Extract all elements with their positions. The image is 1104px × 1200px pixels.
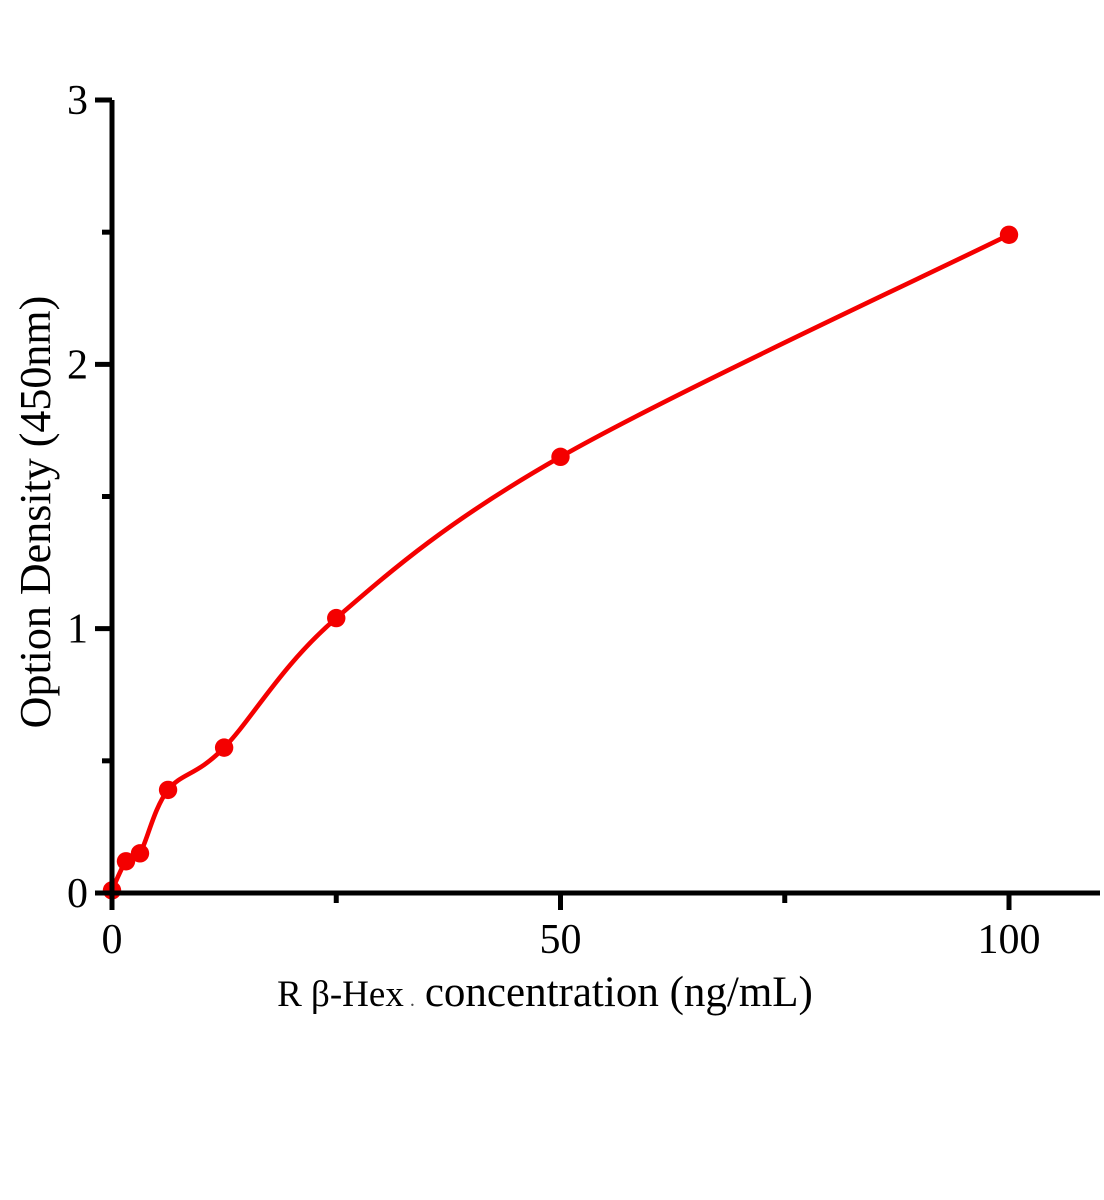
y-tick-label: 1	[67, 607, 88, 653]
x-axis-title-prefix: R β-Hex	[277, 974, 404, 1015]
y-tick-label: 0	[67, 871, 88, 917]
y-axis-title: Option Density (450nm)	[11, 295, 60, 729]
x-axis-title-dot: .	[409, 989, 415, 1011]
data-point-12.5ng	[214, 738, 234, 757]
data-point-50ng	[551, 447, 570, 467]
x-tick-label: 0	[102, 917, 123, 963]
x-axis-title: R β-Hex. concentration (ng/mL)	[145, 968, 945, 1017]
data-point-3.12ng	[130, 844, 150, 863]
x-axis-title-main: concentration (ng/mL)	[424, 969, 813, 1016]
y-tick-label: 3	[67, 78, 88, 124]
standard-curve-line	[109, 232, 1011, 892]
x-tick-label: 50	[540, 917, 582, 963]
y-tick-label: 2	[67, 342, 88, 388]
data-point-100ng	[999, 225, 1019, 245]
x-tick-label: 100	[978, 917, 1041, 963]
data-point-1.56ng	[116, 852, 136, 871]
data-point-25ng	[327, 608, 346, 628]
data-point-6.25ng	[158, 780, 178, 800]
